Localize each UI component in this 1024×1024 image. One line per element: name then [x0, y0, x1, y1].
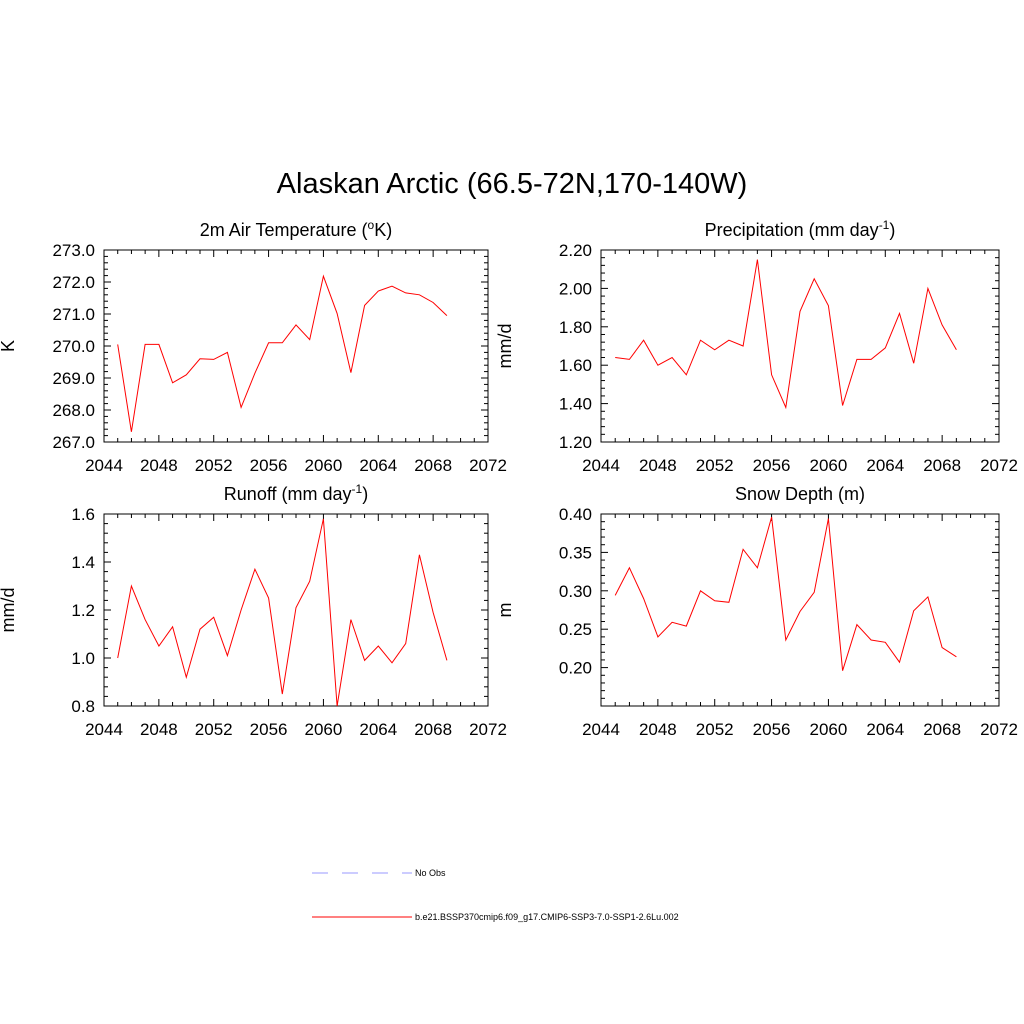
panel-title-text: Runoff (mm day: [224, 484, 352, 504]
y-tick-label-temperature: 271.0: [52, 305, 95, 324]
x-tick-label-precipitation: 2068: [923, 456, 961, 475]
panel-title-suffix: ): [362, 484, 368, 504]
y-tick-label-snow-depth: 0.35: [559, 543, 592, 562]
plot-frame-snow-depth: [600, 513, 1000, 707]
x-tick-label-precipitation: 2072: [980, 456, 1018, 475]
panel-precipitation: 2044 2048 2052 2056 2060 2064 2068 2072 1.20 1.40…: [495, 218, 1018, 475]
x-tick-label-precipitation: 2056: [753, 456, 791, 475]
x-tick-label-precipitation: 2060: [810, 456, 848, 475]
x-tick-label-runoff: 2052: [195, 720, 233, 739]
x-tick-label-runoff: 2048: [140, 720, 178, 739]
y-tick-label-temperature: 272.0: [52, 273, 95, 292]
x-tick-label-snow-depth: 2060: [810, 720, 848, 739]
y-tick-label-precipitation: 1.40: [559, 395, 592, 414]
y-tick-label-precipitation: 1.20: [559, 433, 592, 452]
x-tick-label-snow-depth: 2052: [696, 720, 734, 739]
x-tick-label-temperature: 2048: [140, 456, 178, 475]
x-tick-label-precipitation: 2044: [582, 456, 620, 475]
panel-title-text: Snow Depth (m): [735, 484, 865, 504]
x-tick-label-precipitation: 2052: [696, 456, 734, 475]
y-tick-label-temperature: 268.0: [52, 401, 95, 420]
plot-frame-precipitation: [600, 249, 1000, 443]
x-tick-label-runoff: 2044: [85, 720, 123, 739]
x-tick-label-precipitation: 2048: [639, 456, 677, 475]
panel-title-snow-depth: Snow Depth (m): [735, 484, 865, 504]
x-tick-label-temperature: 2060: [305, 456, 343, 475]
y-tick-label-temperature: 270.0: [52, 337, 95, 356]
y-tick-label-temperature: 273.0: [52, 241, 95, 260]
x-tick-label-snow-depth: 2056: [753, 720, 791, 739]
y-tick-label-precipitation: 2.20: [559, 241, 592, 260]
y-tick-label-temperature: 267.0: [52, 433, 95, 452]
panel-title-runoff: Runoff (mm day-1): [224, 482, 368, 504]
x-tick-label-snow-depth: 2064: [866, 720, 904, 739]
legend-label-no-obs: No Obs: [415, 868, 446, 878]
legend-label-model: b.e21.BSSP370cmip6.f09_g17.CMIP6-SSP3-7.…: [415, 912, 679, 922]
y-tick-label-runoff: 1.4: [71, 553, 95, 572]
y-tick-label-runoff: 0.8: [71, 697, 95, 716]
x-tick-label-precipitation: 2064: [866, 456, 904, 475]
series-line-precipitation: [615, 259, 957, 410]
plot-frame-temperature: [103, 249, 489, 443]
panel-runoff: 2044 2048 2052 2056 2060 2064 2068 2072 0.8 1.0 1.…: [0, 482, 507, 739]
y-tick-label-precipitation: 2.00: [559, 279, 592, 298]
panel-title-text: 2m Air Temperature (: [200, 220, 368, 240]
x-tick-label-temperature: 2044: [85, 456, 123, 475]
y-axis-label-precipitation: mm/d: [495, 324, 515, 369]
y-tick-label-snow-depth: 0.30: [559, 582, 592, 601]
x-tick-label-snow-depth: 2048: [639, 720, 677, 739]
panel-title-precipitation: Precipitation (mm day-1): [705, 218, 896, 240]
panel-title-suffix: K): [374, 220, 392, 240]
chart-panels: 2044 2048 2052 2056 2060 2064 2068 2072 267.0 268…: [0, 218, 1018, 739]
panel-title-text: Precipitation (mm day: [705, 220, 879, 240]
y-tick-label-snow-depth: 0.40: [559, 505, 592, 524]
panel-temperature: 2044 2048 2052 2056 2060 2064 2068 2072 267.0 268…: [0, 218, 507, 475]
x-tick-label-runoff: 2056: [250, 720, 288, 739]
x-tick-label-temperature: 2072: [469, 456, 507, 475]
panel-title-superscript: o: [368, 218, 375, 232]
panel-title-superscript: -1: [352, 482, 363, 496]
figure-title: Alaskan Arctic (66.5-72N,170-140W): [276, 168, 748, 200]
chart-legend: No Obs b.e21.BSSP370cmip6.f09_g17.CMIP6-…: [312, 868, 679, 922]
panel-title-superscript: -1: [879, 218, 890, 232]
x-tick-label-temperature: 2068: [414, 456, 452, 475]
y-axis-label-temperature: K: [0, 340, 18, 352]
x-tick-label-runoff: 2068: [414, 720, 452, 739]
series-line-runoff: [117, 518, 448, 707]
y-tick-label-precipitation: 1.80: [559, 318, 592, 337]
panel-snow-depth: 2044 2048 2052 2056 2060 2064 2068 2072 0.20 0.25…: [495, 484, 1018, 739]
x-tick-label-temperature: 2056: [250, 456, 288, 475]
y-tick-label-precipitation: 1.60: [559, 356, 592, 375]
y-axis-label-runoff: mm/d: [0, 588, 18, 633]
series-line-temperature: [117, 274, 448, 432]
y-tick-label-temperature: 269.0: [52, 369, 95, 388]
panel-title-suffix: ): [889, 220, 895, 240]
y-axis-label-snow-depth: m: [495, 603, 515, 618]
x-tick-label-runoff: 2060: [305, 720, 343, 739]
y-tick-label-snow-depth: 0.25: [559, 620, 592, 639]
panel-title-temperature: 2m Air Temperature (oK): [200, 218, 392, 240]
x-tick-label-runoff: 2072: [469, 720, 507, 739]
x-tick-label-runoff: 2064: [359, 720, 397, 739]
y-tick-label-runoff: 1.2: [71, 601, 95, 620]
x-tick-label-snow-depth: 2044: [582, 720, 620, 739]
series-line-snow-depth: [614, 516, 957, 671]
y-tick-label-snow-depth: 0.20: [559, 659, 592, 678]
y-tick-label-runoff: 1.6: [71, 505, 95, 524]
x-tick-label-temperature: 2052: [195, 456, 233, 475]
x-tick-label-temperature: 2064: [359, 456, 397, 475]
x-tick-label-snow-depth: 2068: [923, 720, 961, 739]
x-tick-label-snow-depth: 2072: [980, 720, 1018, 739]
y-tick-label-runoff: 1.0: [71, 649, 95, 668]
